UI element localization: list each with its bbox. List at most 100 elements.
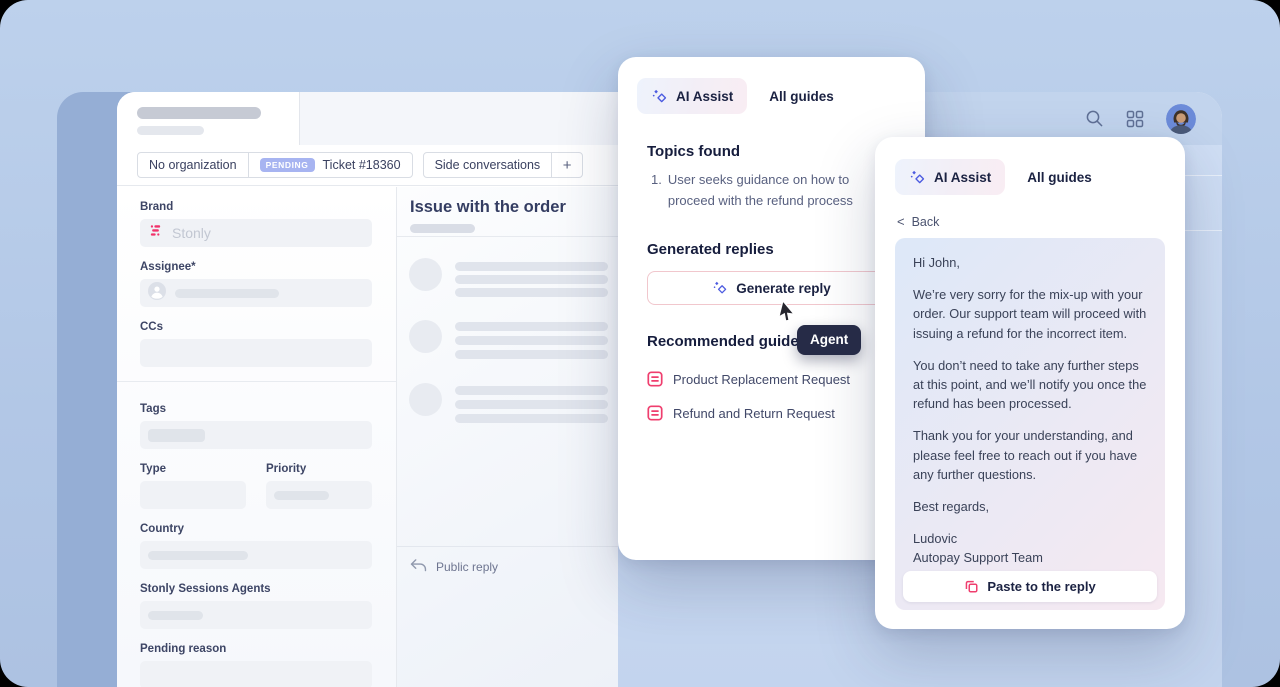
topbar-actions <box>1085 92 1196 145</box>
ticket-number: Ticket #18360 <box>322 158 401 172</box>
sparkle-icon <box>652 89 667 102</box>
sparkle-icon <box>713 281 727 294</box>
guide-item-refund-return[interactable]: Refund and Return Request <box>647 405 835 421</box>
recommended-guides-heading: Recommended guides <box>647 333 808 350</box>
generated-replies-heading: Generated replies <box>647 241 774 258</box>
divider <box>247 153 249 177</box>
message-line-skeleton <box>455 350 608 359</box>
field-label-priority: Priority <box>266 463 307 475</box>
tag-chip-skeleton <box>148 428 205 442</box>
conversation-pane: Issue with the order <box>397 187 618 687</box>
stonly-sessions-agents-field[interactable] <box>140 601 372 629</box>
pending-reason-field[interactable] <box>140 661 372 687</box>
panel-tabs: AI Assist All guides <box>895 159 1106 195</box>
ticket-workspace: No organization PENDING Ticket #18360 Si… <box>117 145 618 687</box>
back-button[interactable]: < Back <box>897 214 940 229</box>
message-line-skeleton <box>455 336 608 345</box>
signature-team: Autopay Support Team <box>913 550 1043 566</box>
brand-field[interactable]: Stonly <box>140 219 372 247</box>
topic-number: 1. <box>651 172 662 187</box>
message-line-skeleton <box>455 414 608 423</box>
side-conversations-group: Side conversations + <box>422 152 584 178</box>
field-label-assignee: Assignee* <box>140 261 196 273</box>
ticket-header-bar: No organization PENDING Ticket #18360 Si… <box>117 145 618 186</box>
person-icon <box>148 281 166 305</box>
guide-document-icon <box>647 371 663 387</box>
reply-arrow-icon <box>410 559 427 575</box>
guide-document-icon <box>647 405 663 421</box>
ai-assist-panel: AI Assist All guides Topics found 1. Use… <box>618 57 925 560</box>
ticket-tab[interactable] <box>117 92 300 145</box>
conversation-header: Issue with the order <box>397 187 618 237</box>
field-label-stonly-sessions-agents: Stonly Sessions Agents <box>140 583 271 595</box>
generated-reply-text: Hi John, We’re very sorry for the mix-up… <box>895 238 1165 610</box>
tab-all-guides[interactable]: All guides <box>769 88 834 104</box>
tab-title-skeleton <box>137 107 261 119</box>
message-avatar <box>409 258 442 291</box>
country-skeleton <box>148 550 248 560</box>
copy-icon <box>966 580 978 593</box>
status-badge: PENDING <box>259 157 315 173</box>
assignee-skeleton <box>175 288 279 298</box>
generated-reply-panel: AI Assist All guides < Back Hi John, We’… <box>875 137 1185 629</box>
message-line-skeleton <box>455 262 608 271</box>
agent-tooltip: Agent <box>797 325 862 355</box>
field-label-tags: Tags <box>140 403 166 415</box>
guide-item-product-replacement[interactable]: Product Replacement Request <box>647 371 850 387</box>
priority-skeleton <box>274 490 329 500</box>
message-line-skeleton <box>455 322 608 331</box>
tab-ai-assist[interactable]: AI Assist <box>637 78 748 114</box>
tab-subtitle-skeleton <box>137 126 204 135</box>
search-icon[interactable] <box>1085 109 1104 128</box>
signature-name: Ludovic <box>913 531 958 547</box>
reply-paragraph: You don’t need to take any further steps… <box>913 357 1147 412</box>
organization-label[interactable]: No organization <box>149 158 237 172</box>
apps-grid-icon[interactable] <box>1126 110 1144 128</box>
message-avatar <box>409 383 442 416</box>
paste-to-reply-button[interactable]: Paste to the reply <box>903 571 1157 602</box>
field-label-ccs: CCs <box>140 321 164 333</box>
field-label-type: Type <box>140 463 166 475</box>
composer-label: Public reply <box>436 560 499 574</box>
topics-found-heading: Topics found <box>647 143 741 160</box>
app-topbar <box>117 92 1222 145</box>
tab-all-guides[interactable]: All guides <box>1027 169 1092 185</box>
panel-tabs: AI Assist All guides <box>637 78 848 114</box>
reply-paragraph: We’re very sorry for the mix-up with you… <box>913 287 1147 341</box>
generate-reply-button[interactable]: Generate reply <box>647 271 896 305</box>
tags-field[interactable] <box>140 421 372 449</box>
country-field[interactable] <box>140 541 372 569</box>
sparkle-icon <box>910 170 925 183</box>
tab-ai-assist[interactable]: AI Assist <box>895 159 1006 195</box>
reply-closing: Best regards, <box>913 498 990 514</box>
ticket-meta-group: No organization PENDING Ticket #18360 <box>137 152 413 178</box>
ccs-field[interactable] <box>140 339 372 367</box>
message-line-skeleton <box>455 275 608 284</box>
ticket-subject: Issue with the order <box>410 198 566 216</box>
priority-field[interactable] <box>266 481 372 509</box>
brand-value: Stonly <box>172 225 211 241</box>
sidebar-divider <box>117 381 396 382</box>
field-label-country: Country <box>140 523 185 535</box>
ssa-skeleton <box>148 610 203 620</box>
subject-skeleton <box>410 224 475 233</box>
field-label-pending-reason: Pending reason <box>140 643 227 655</box>
field-label-brand: Brand <box>140 201 174 213</box>
side-conversations-button[interactable]: Side conversations <box>434 158 541 172</box>
reply-greeting: Hi John, <box>913 255 960 270</box>
add-side-conversation-button[interactable]: + <box>562 156 572 174</box>
stonly-brand-icon <box>148 223 163 243</box>
type-field[interactable] <box>140 481 246 509</box>
topic-text: User seeks guidance on how to proceed wi… <box>667 172 853 209</box>
chevron-left-icon: < <box>897 214 905 229</box>
topic-item: 1. User seeks guidance on how to proceed… <box>651 169 881 212</box>
divider <box>551 153 553 177</box>
user-avatar[interactable] <box>1166 103 1196 134</box>
reply-composer[interactable]: Public reply <box>397 546 618 575</box>
message-line-skeleton <box>455 288 608 297</box>
message-line-skeleton <box>455 386 608 395</box>
reply-paragraph: Thank you for your understanding, and pl… <box>913 428 1138 482</box>
message-line-skeleton <box>455 400 608 409</box>
assignee-field[interactable] <box>140 279 372 307</box>
